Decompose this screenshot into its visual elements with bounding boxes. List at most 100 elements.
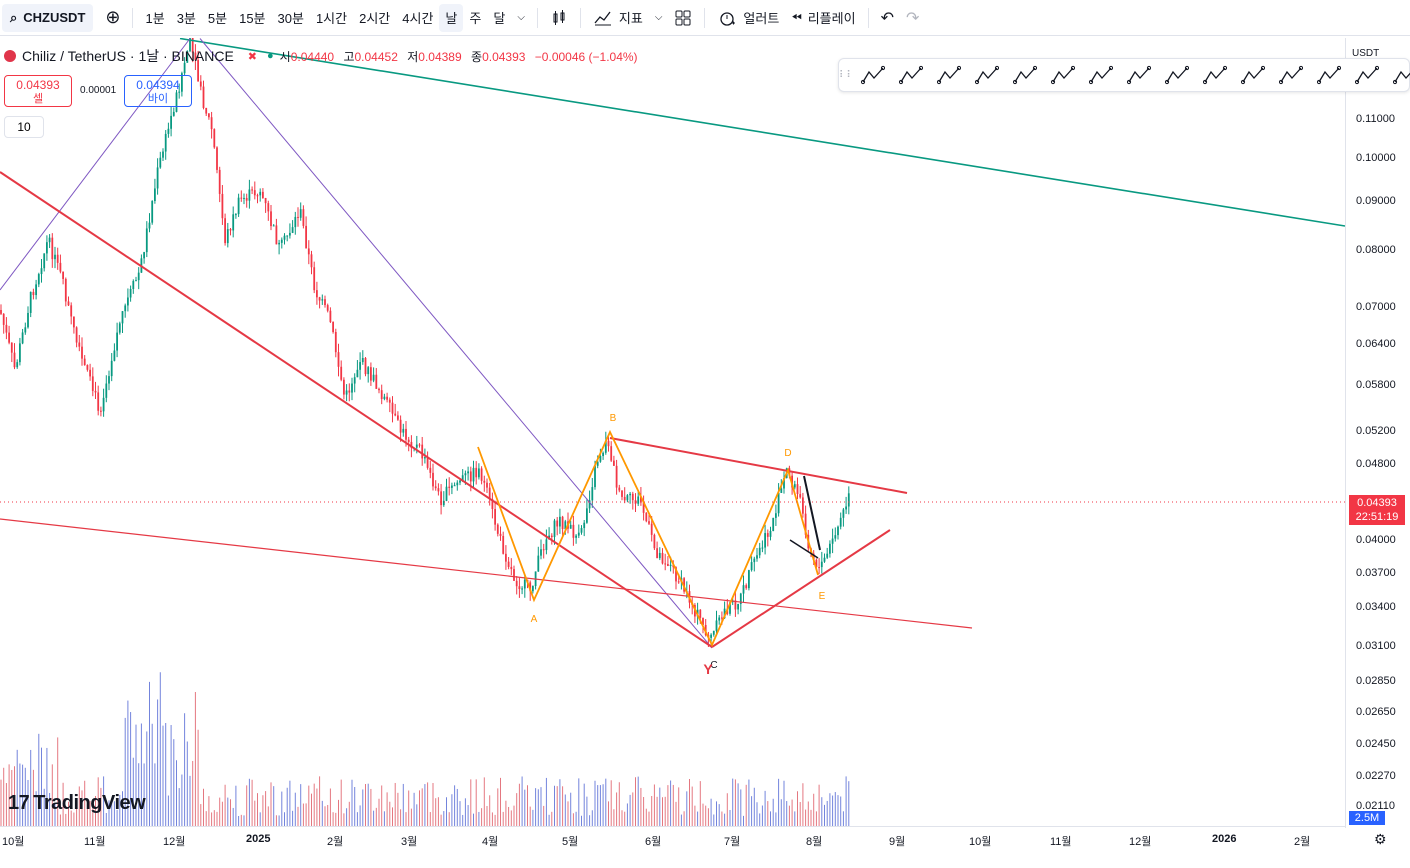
candle-body bbox=[307, 248, 310, 255]
candle-body bbox=[181, 73, 183, 92]
settings-gear-icon[interactable]: ⚙ bbox=[1374, 831, 1387, 847]
alert-button[interactable]: 얼러트 bbox=[711, 4, 785, 32]
candle-body bbox=[243, 197, 245, 199]
candle-body bbox=[54, 254, 56, 260]
candle-body bbox=[170, 115, 172, 129]
compare-add-button[interactable]: ⊕ bbox=[99, 4, 126, 32]
legend-title[interactable]: Chiliz / TetherUS · 1날 · BINANCE bbox=[22, 48, 234, 64]
candle-body bbox=[216, 147, 218, 170]
interval-dropdown-button[interactable]: ⌵ bbox=[511, 4, 531, 32]
fib-fan-icon[interactable] bbox=[1272, 61, 1310, 89]
interval-button-6[interactable]: 2시간 bbox=[359, 11, 391, 26]
interval-button-9[interactable]: 주 bbox=[469, 11, 482, 26]
interval-button-4[interactable]: 30분 bbox=[277, 11, 304, 26]
price-tick-label: 0.05800 bbox=[1356, 379, 1396, 391]
candle-body bbox=[729, 602, 731, 614]
candle-body bbox=[21, 332, 24, 344]
candle-body bbox=[675, 567, 677, 582]
interval-button-0[interactable]: 1분 bbox=[145, 11, 165, 26]
abcde-pattern-icon[interactable] bbox=[1120, 61, 1158, 89]
more-tools-icon[interactable] bbox=[1386, 61, 1410, 89]
time-axis[interactable]: 10월 11월 12월 2025 2월 3월 4월 5월 6월 7월 8월 9월 10월 11월 12월 20… bbox=[0, 826, 1345, 853]
candle-body bbox=[602, 452, 604, 457]
candle-body bbox=[737, 603, 739, 610]
toolbar-divider bbox=[704, 7, 706, 28]
candle-body bbox=[518, 586, 521, 590]
flat-top-icon[interactable] bbox=[930, 61, 968, 89]
undo-button[interactable]: ↶ bbox=[875, 4, 900, 32]
interval-button-10[interactable]: 달 bbox=[493, 11, 506, 26]
buy-button[interactable]: 0.04394 바이 bbox=[124, 75, 192, 107]
candle-body bbox=[345, 390, 348, 395]
candle-body bbox=[502, 535, 505, 554]
quantity-input[interactable]: 10 bbox=[4, 116, 44, 138]
regression-icon[interactable] bbox=[892, 61, 930, 89]
abcd-pattern-icon[interactable] bbox=[1082, 61, 1120, 89]
candle-body bbox=[823, 557, 826, 562]
volume-value-label: 2.5M bbox=[1349, 811, 1385, 825]
candle-body bbox=[100, 410, 102, 412]
pitchfork-icon[interactable] bbox=[1006, 61, 1044, 89]
candle-body bbox=[564, 521, 567, 530]
indicators-button[interactable]: 지표 bbox=[587, 4, 649, 32]
open-key: 시 bbox=[279, 49, 291, 64]
candle-body bbox=[604, 440, 607, 453]
candle-body bbox=[453, 485, 456, 487]
candle-body bbox=[194, 52, 197, 61]
interval-button-2[interactable]: 5분 bbox=[207, 11, 228, 26]
candle-body bbox=[610, 446, 613, 461]
candle-body bbox=[51, 237, 54, 260]
interval-list: 1분 3분 5분 15분 30분 1시간 2시간 4시간 날 주 달 bbox=[139, 3, 511, 32]
symbol-search-button[interactable]: ⌕ CHZUSDT bbox=[2, 3, 94, 32]
candle-body bbox=[132, 280, 135, 289]
interval-button-1[interactable]: 3분 bbox=[176, 11, 196, 26]
interval-button-5[interactable]: 1시간 bbox=[315, 11, 348, 26]
interval-button-3[interactable]: 15분 bbox=[239, 11, 266, 26]
price-tick-label: 0.09000 bbox=[1356, 195, 1396, 207]
interval-button-8[interactable]: 날 bbox=[439, 3, 464, 32]
price-chart[interactable]: A B C D E Y bbox=[0, 38, 1345, 828]
candle-body bbox=[278, 242, 280, 245]
candle-body bbox=[37, 274, 40, 285]
elliott-triangle-icon[interactable] bbox=[1348, 61, 1386, 89]
time-tick-label: 11월 bbox=[84, 836, 106, 848]
drag-handle-icon[interactable]: ⠇⠇ bbox=[839, 69, 854, 81]
price-tick-label: 0.02270 bbox=[1356, 770, 1396, 782]
candle-body bbox=[197, 60, 199, 82]
candle-body bbox=[70, 305, 73, 317]
trend-channel-icon[interactable] bbox=[854, 61, 892, 89]
disjoint-channel-icon[interactable] bbox=[968, 61, 1006, 89]
redo-button[interactable]: ↷ bbox=[900, 4, 925, 32]
candle-body bbox=[488, 487, 491, 500]
candle-body bbox=[542, 549, 545, 551]
red-resistance-line bbox=[609, 437, 908, 494]
date-range-icon[interactable] bbox=[1234, 61, 1272, 89]
price-range-icon[interactable] bbox=[1196, 61, 1234, 89]
candle-body bbox=[802, 497, 804, 514]
candle-body bbox=[550, 535, 553, 538]
high-value: 0.04452 bbox=[354, 49, 398, 64]
candle-body bbox=[575, 535, 577, 538]
chart-type-button[interactable] bbox=[544, 4, 574, 32]
sell-button[interactable]: 0.04393 셀 bbox=[4, 75, 72, 107]
interval-button-7[interactable]: 4시간 bbox=[402, 11, 434, 26]
xabcd-pattern-icon[interactable] bbox=[1044, 61, 1082, 89]
long-position-icon[interactable] bbox=[1158, 61, 1196, 89]
templates-dropdown-button[interactable]: ⌵ bbox=[654, 12, 663, 23]
candle-body bbox=[313, 267, 316, 291]
candle-body bbox=[388, 399, 391, 403]
candle-body bbox=[97, 392, 100, 411]
replay-button[interactable]: ⏪︎ 리플레이 bbox=[785, 4, 861, 32]
candle-body bbox=[10, 342, 13, 353]
toolbar-divider bbox=[579, 7, 581, 28]
currency-label[interactable]: USDT bbox=[1352, 48, 1380, 59]
price-axis[interactable]: 0.11000 0.10000 0.09000 0.08000 0.07000 0.064… bbox=[1345, 38, 1410, 828]
close-indicator-icon[interactable]: ✖ bbox=[247, 50, 258, 63]
candle-body bbox=[626, 495, 629, 501]
candle-body bbox=[499, 533, 502, 536]
layouts-button[interactable] bbox=[668, 4, 698, 32]
time-tick-label: 4월 bbox=[482, 836, 499, 848]
toolbar-divider bbox=[536, 7, 538, 28]
elliott-wave-icon[interactable] bbox=[1310, 61, 1348, 89]
candle-body bbox=[515, 580, 518, 587]
